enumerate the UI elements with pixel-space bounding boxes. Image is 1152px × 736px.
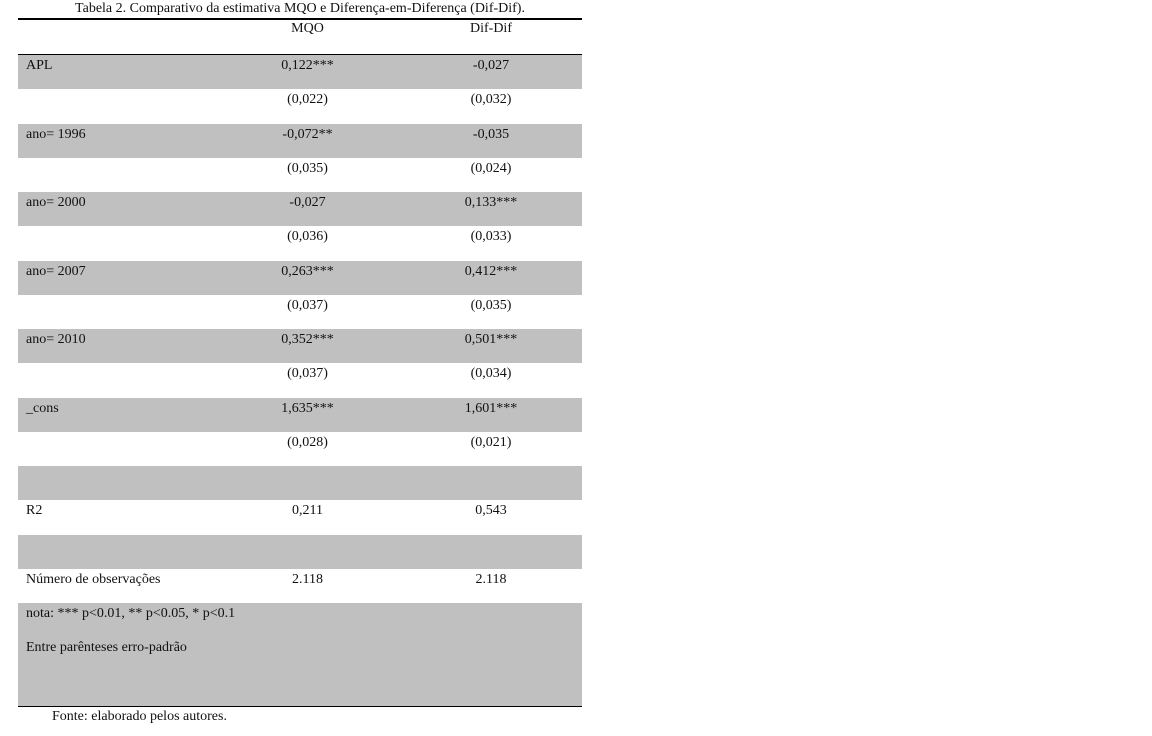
mqo-value: (0,037) [287, 297, 328, 313]
row-label: Número de observações [26, 571, 161, 587]
difdif-value: 1,601*** [464, 400, 518, 416]
table-row: Número de observações 2.118 2.118 [18, 569, 582, 603]
difdif-value: -0,027 [472, 58, 510, 73]
mqo-value: (0,022) [287, 92, 328, 108]
header-difdif: Dif-Dif [470, 21, 512, 36]
table-row: (0,028) (0,021) [18, 432, 582, 466]
difdif-value: 0,543 [475, 503, 507, 519]
mqo-value: (0,037) [287, 366, 328, 382]
table-notes: nota: *** p<0.01, ** p<0.05, * p<0.1 Ent… [18, 603, 582, 707]
table-row: (0,037) (0,034) [18, 363, 582, 397]
source-note: Fonte: elaborado pelos autores. [52, 709, 227, 724]
mqo-value: 1,635*** [281, 400, 334, 416]
row-label: ano= 1996 [26, 126, 86, 142]
difdif-value: -0,035 [472, 126, 510, 142]
table-row: (0,036) (0,033) [18, 226, 582, 260]
header-mqo: MQO [291, 21, 324, 36]
row-label: _cons [26, 400, 59, 416]
table-row: (0,035) (0,024) [18, 158, 582, 192]
difdif-value: 0,501*** [464, 332, 518, 347]
difdif-value: (0,024) [470, 160, 512, 176]
difdif-value: (0,034) [470, 366, 512, 382]
mqo-value: 2.118 [292, 571, 323, 587]
table-row: ano= 2007 0,263*** 0,412*** [18, 260, 582, 295]
row-label: ano= 2000 [26, 195, 86, 210]
mqo-value: (0,028) [287, 434, 328, 450]
difdif-value: 0,412*** [464, 263, 518, 279]
mqo-value: -0,027 [289, 195, 326, 210]
table-row: ano= 2000 -0,027 0,133*** [18, 192, 582, 227]
mqo-value: (0,036) [287, 229, 328, 245]
difdif-value: 0,133*** [464, 195, 518, 210]
table-row: R2 0,211 0,543 [18, 500, 582, 534]
difdif-value: 2.118 [475, 571, 507, 587]
table-row: (0,022) (0,032) [18, 89, 582, 123]
table-row: ano= 1996 -0,072** -0,035 [18, 123, 582, 158]
mqo-value: 0,122*** [281, 58, 334, 73]
mqo-value: 0,263*** [281, 263, 334, 279]
difdif-value: (0,035) [470, 297, 512, 313]
table-row: APL 0,122*** -0,027 [18, 55, 582, 90]
table-row: ano= 2010 0,352*** 0,501*** [18, 329, 582, 364]
table-body: APL 0,122*** -0,027 (0,022) (0,032) ano= 1996… [18, 55, 582, 603]
difdif-value: (0,033) [470, 229, 512, 245]
row-label: APL [26, 58, 53, 73]
table-header: MQO Dif-Dif [18, 20, 582, 55]
table-row: _cons 1,635*** 1,601*** [18, 397, 582, 432]
mqo-value: 0,352*** [281, 332, 334, 347]
row-label: ano= 2010 [26, 332, 86, 347]
mqo-value: -0,072** [282, 126, 333, 142]
row-label: ano= 2007 [26, 263, 86, 279]
note-significance: nota: *** p<0.01, ** p<0.05, * p<0.1 [26, 606, 236, 621]
note-standard-error: Entre parênteses erro-padrão [26, 640, 187, 655]
row-label: R2 [26, 503, 43, 519]
table-row [18, 466, 582, 501]
table-caption: Tabela 2. Comparativo da estimativa MQO … [75, 1, 525, 16]
difdif-value: (0,032) [470, 92, 512, 108]
table-row: (0,037) (0,035) [18, 295, 582, 329]
table-row [18, 534, 582, 569]
mqo-value: (0,035) [287, 160, 328, 176]
difdif-value: (0,021) [470, 434, 512, 450]
regression-table: MQO Dif-Dif APL 0,122*** -0,027 (0,022) (0,0… [18, 18, 582, 707]
mqo-value: 0,211 [292, 503, 323, 519]
